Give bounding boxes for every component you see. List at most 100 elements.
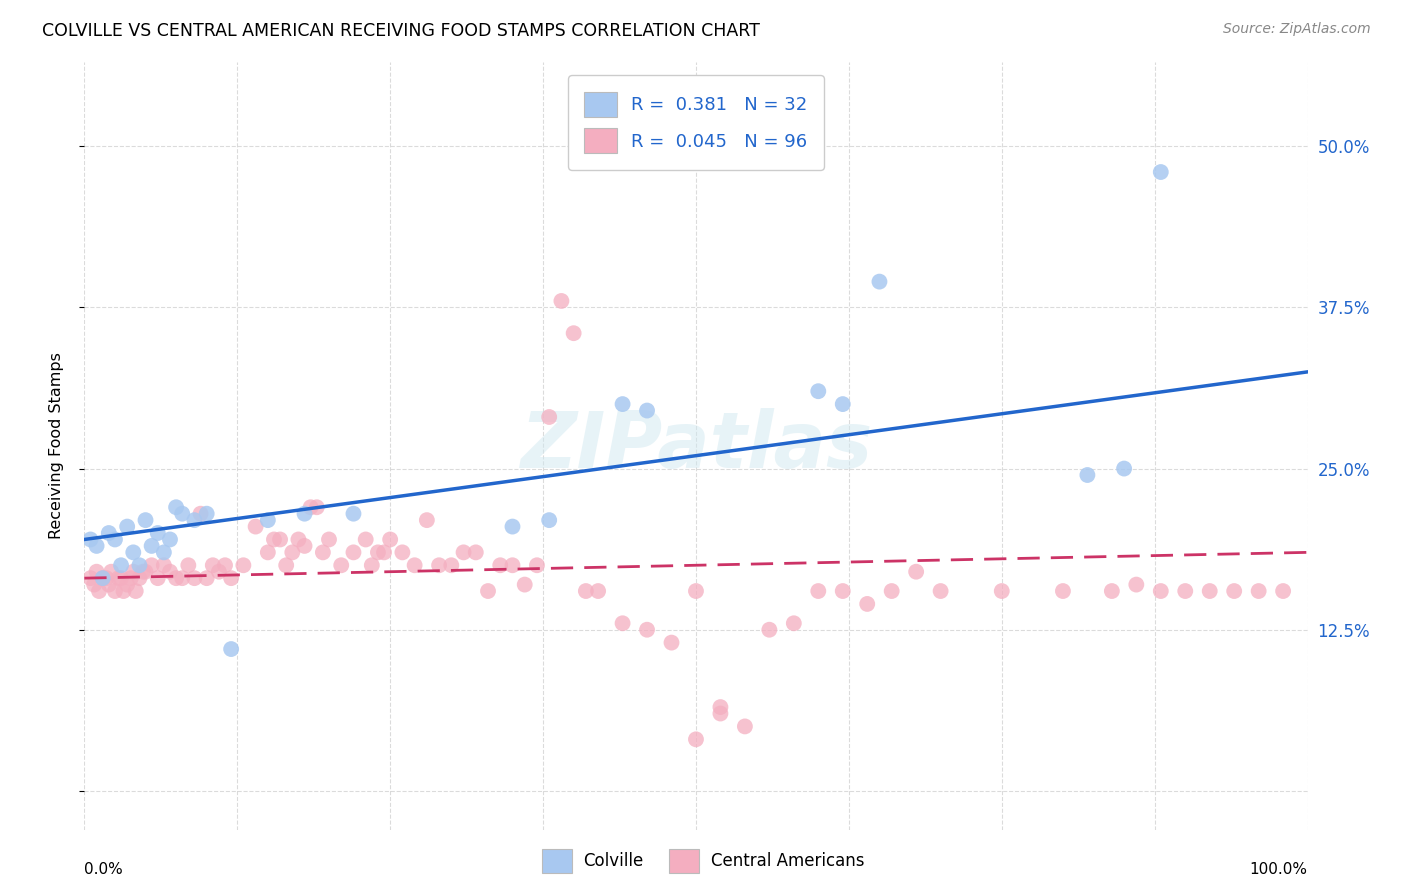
- Point: [612, 397, 634, 411]
- Point: [807, 584, 830, 599]
- Point: [1198, 584, 1220, 599]
- Point: [758, 623, 780, 637]
- Point: [86, 565, 108, 579]
- Point: [342, 507, 364, 521]
- Point: [502, 558, 524, 573]
- Legend: Colville, Central Americans: Colville, Central Americans: [536, 842, 870, 880]
- Point: [120, 571, 142, 585]
- Point: [269, 533, 291, 547]
- Point: [1247, 584, 1270, 599]
- Point: [183, 513, 205, 527]
- Point: [1150, 165, 1173, 179]
- Point: [831, 397, 853, 411]
- Point: [287, 533, 309, 547]
- Point: [107, 571, 129, 585]
- Point: [132, 565, 155, 579]
- Point: [112, 584, 135, 599]
- Point: [146, 571, 169, 585]
- Point: [159, 533, 181, 547]
- Point: [97, 577, 120, 591]
- Y-axis label: Receiving Food Stamps: Receiving Food Stamps: [49, 352, 63, 540]
- Point: [97, 526, 120, 541]
- Point: [79, 571, 101, 585]
- Point: [929, 584, 952, 599]
- Point: [305, 500, 328, 515]
- Point: [115, 519, 138, 533]
- Text: 100.0%: 100.0%: [1250, 862, 1308, 877]
- Point: [367, 545, 389, 559]
- Point: [354, 533, 377, 547]
- Point: [91, 571, 114, 585]
- Point: [172, 571, 194, 585]
- Point: [141, 539, 163, 553]
- Point: [709, 700, 731, 714]
- Point: [416, 513, 439, 527]
- Point: [276, 558, 298, 573]
- Point: [96, 571, 118, 585]
- Legend: R =  0.381   N = 32, R =  0.045   N = 96: R = 0.381 N = 32, R = 0.045 N = 96: [568, 75, 824, 169]
- Point: [880, 584, 903, 599]
- Point: [122, 545, 145, 559]
- Point: [115, 577, 138, 591]
- Point: [709, 706, 731, 721]
- Point: [104, 584, 127, 599]
- Point: [685, 584, 707, 599]
- Point: [110, 571, 132, 585]
- Point: [299, 500, 322, 515]
- Point: [177, 558, 200, 573]
- Point: [1114, 461, 1136, 475]
- Point: [856, 597, 879, 611]
- Point: [219, 571, 242, 585]
- Point: [373, 545, 395, 559]
- Point: [1272, 584, 1295, 599]
- Text: Source: ZipAtlas.com: Source: ZipAtlas.com: [1223, 22, 1371, 37]
- Point: [1174, 584, 1197, 599]
- Point: [1150, 584, 1173, 599]
- Point: [214, 558, 236, 573]
- Point: [562, 326, 585, 341]
- Point: [91, 571, 114, 585]
- Point: [165, 500, 187, 515]
- Point: [905, 565, 928, 579]
- Point: [342, 545, 364, 559]
- Point: [380, 533, 402, 547]
- Point: [172, 507, 194, 521]
- Point: [141, 558, 163, 573]
- Point: [257, 545, 280, 559]
- Point: [502, 519, 524, 533]
- Point: [294, 539, 316, 553]
- Point: [83, 577, 105, 591]
- Point: [86, 539, 108, 553]
- Point: [79, 533, 101, 547]
- Point: [245, 519, 267, 533]
- Point: [991, 584, 1014, 599]
- Point: [685, 732, 707, 747]
- Point: [831, 584, 853, 599]
- Point: [195, 571, 218, 585]
- Point: [135, 565, 157, 579]
- Point: [128, 558, 150, 573]
- Point: [104, 533, 127, 547]
- Point: [1052, 584, 1074, 599]
- Point: [807, 384, 830, 399]
- Point: [330, 558, 353, 573]
- Point: [453, 545, 475, 559]
- Point: [159, 565, 181, 579]
- Point: [1125, 577, 1147, 591]
- Point: [153, 558, 176, 573]
- Point: [294, 507, 316, 521]
- Point: [526, 558, 548, 573]
- Point: [661, 635, 683, 649]
- Point: [122, 565, 145, 579]
- Point: [550, 293, 572, 308]
- Point: [146, 526, 169, 541]
- Point: [263, 533, 285, 547]
- Point: [1223, 584, 1246, 599]
- Point: [636, 623, 658, 637]
- Text: 0.0%: 0.0%: [84, 862, 124, 877]
- Point: [153, 545, 176, 559]
- Point: [128, 571, 150, 585]
- Point: [734, 719, 756, 733]
- Text: ZIPatlas: ZIPatlas: [520, 408, 872, 484]
- Point: [208, 565, 231, 579]
